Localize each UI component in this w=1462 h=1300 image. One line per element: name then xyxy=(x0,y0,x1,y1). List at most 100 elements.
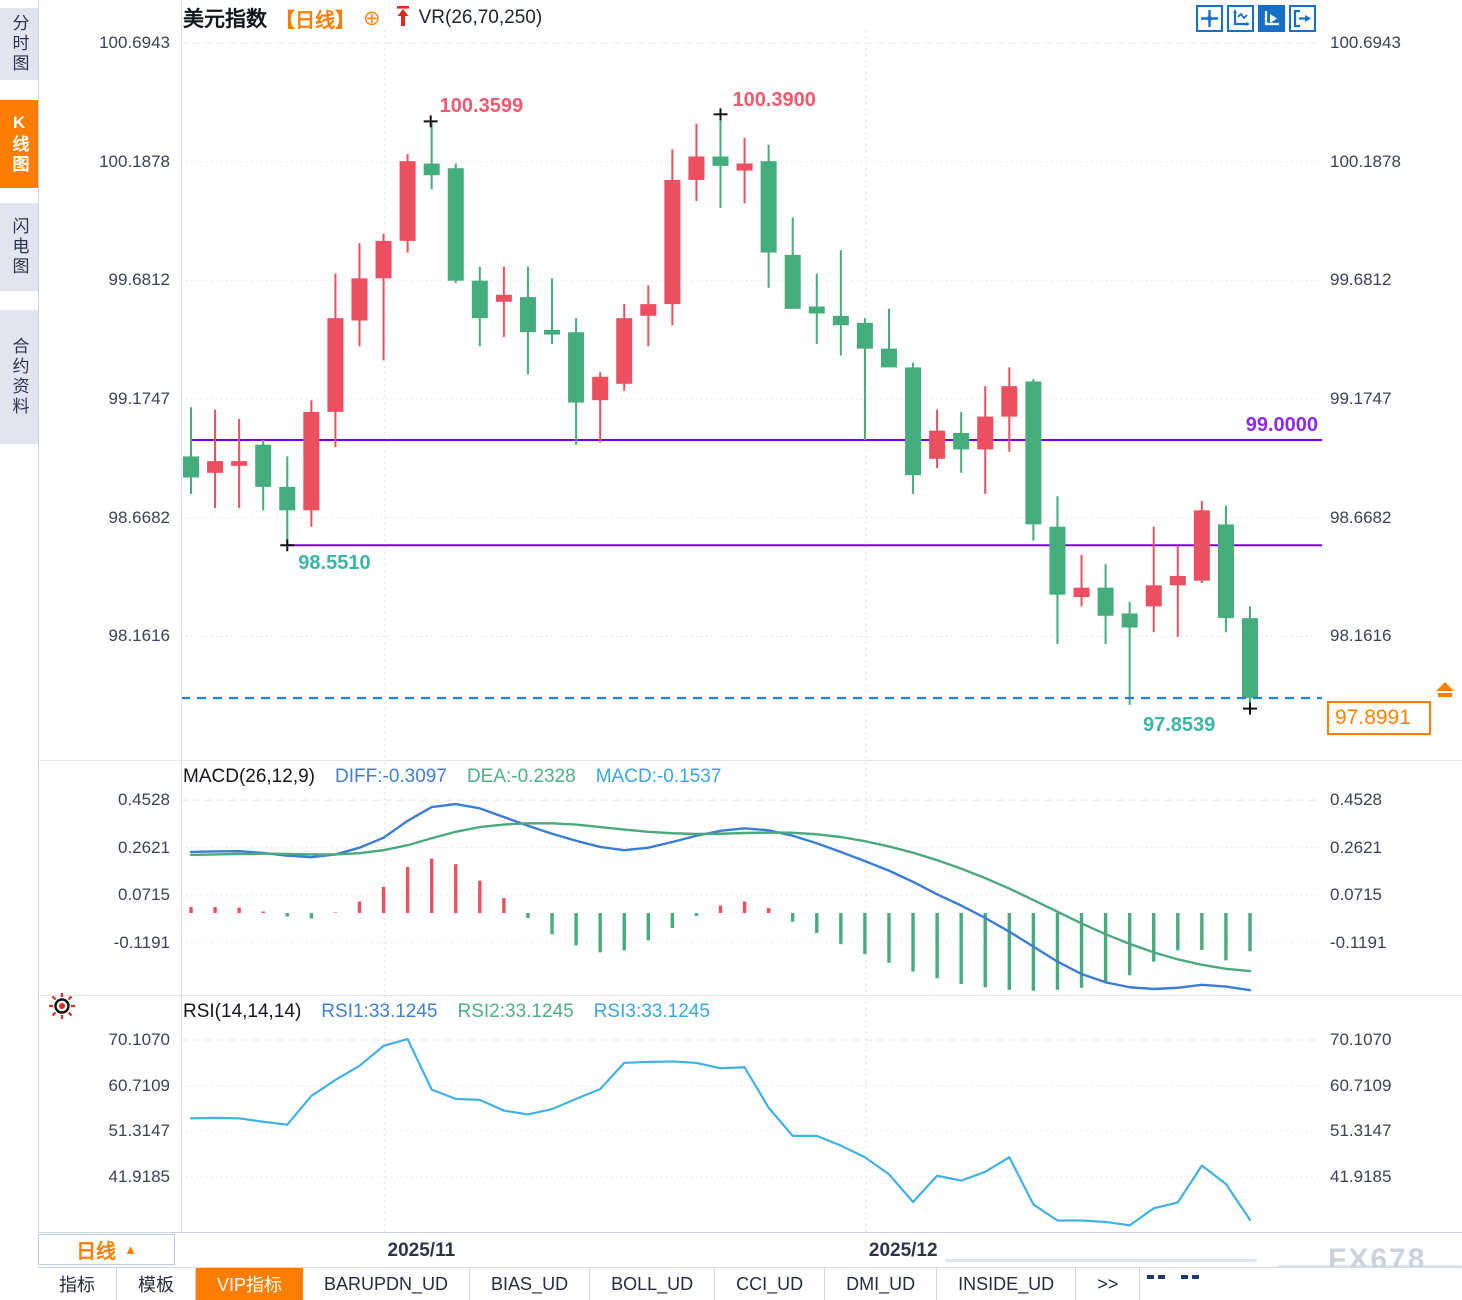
candle-body xyxy=(1121,613,1138,628)
macd-title[interactable]: MACD(26,12,9) xyxy=(183,766,315,787)
candle-body xyxy=(1193,510,1210,581)
candle-body xyxy=(1145,585,1162,607)
x-axis-month-label: 2025/12 xyxy=(868,1240,938,1261)
level-price-label: 99.0000 xyxy=(1245,414,1318,437)
period-selector-arrow-icon: ▲ xyxy=(124,1242,137,1257)
symbol-title: 美元指数 xyxy=(183,8,267,31)
up-arrow-icon[interactable] xyxy=(395,5,411,32)
candle-body xyxy=(1097,587,1114,616)
hidden-tabs-dash xyxy=(1192,1275,1199,1279)
candle-body xyxy=(399,161,416,241)
candle-body xyxy=(640,304,657,316)
macd-dea-line xyxy=(189,822,1252,973)
axis-tick-label: -0.1191 xyxy=(1330,932,1387,952)
panel-separator xyxy=(38,995,1462,996)
candle-body xyxy=(1025,381,1042,525)
candle-body xyxy=(471,280,488,319)
bottom-tab-10[interactable]: >> xyxy=(1076,1268,1141,1300)
axis-tick-label: 100.6943 xyxy=(1330,33,1401,52)
scrollbar-track[interactable] xyxy=(945,1259,1257,1262)
candle-body xyxy=(736,163,753,171)
bottom-tab-5[interactable]: BIAS_UD xyxy=(470,1268,591,1300)
sidebar-tab-4[interactable]: 合约资料 xyxy=(0,310,38,444)
candle-body xyxy=(1073,587,1090,598)
candle-body xyxy=(953,433,970,450)
price-extreme-label: 100.3599 xyxy=(439,95,524,118)
candle-body xyxy=(784,254,801,309)
candle-body xyxy=(1001,386,1018,417)
plot-border xyxy=(181,0,182,1232)
bottom-tab-7[interactable]: CCI_UD xyxy=(715,1268,826,1300)
bottom-tab-1[interactable]: 指标 xyxy=(38,1268,117,1300)
hidden-tabs-dash xyxy=(1158,1275,1165,1279)
candle-body xyxy=(688,156,705,180)
candle-body xyxy=(303,411,320,511)
x-axis-month-label: 2025/11 xyxy=(387,1240,456,1261)
axis-tick-label: 100.6943 xyxy=(99,33,170,52)
bottom-tab-4[interactable]: BARUPDN_UD xyxy=(303,1268,471,1300)
candle-body xyxy=(664,179,681,305)
bottom-tab-9[interactable]: INSIDE_UD xyxy=(937,1268,1077,1300)
candle-body xyxy=(592,376,609,401)
candle-body xyxy=(375,240,392,279)
axis-tick-label: 41.9185 xyxy=(108,1167,170,1187)
indicator-sun-icon xyxy=(47,991,77,1026)
period-selector-label: 日线 xyxy=(76,1241,117,1263)
axis-tick-label: 0.2621 xyxy=(1330,837,1382,857)
axis-tick-label: 0.0715 xyxy=(1330,885,1382,905)
candle-body xyxy=(231,461,248,466)
axis-tick-label: 100.1878 xyxy=(99,151,170,171)
pane-next-icon[interactable] xyxy=(1289,5,1316,32)
sidebar-tab-1[interactable]: 分时图 xyxy=(0,8,38,80)
axis-tick-label: 70.1070 xyxy=(1330,1030,1392,1049)
bottom-tab-6[interactable]: BOLL_UD xyxy=(590,1268,716,1300)
move-crosshair-icon[interactable] xyxy=(1196,5,1223,32)
indicator-tab-bar: 指标 模板 VIP指标 BARUPDN_UD BIAS_UD BOLL_UD CCI_UD D… xyxy=(38,1267,1462,1300)
candle-body xyxy=(760,161,777,253)
candle-body xyxy=(1049,526,1066,595)
macd-dea-value: DEA:-0.2328 xyxy=(466,766,576,787)
candle-body xyxy=(519,297,536,333)
candle-body xyxy=(1241,618,1258,699)
axis-range-icon[interactable] xyxy=(1227,5,1254,32)
axis-tick-label: 60.7109 xyxy=(108,1075,170,1095)
date-axis-row: 日线 ▲ xyxy=(38,1233,1462,1266)
sidebar-tab-2[interactable]: K线图 xyxy=(0,100,38,188)
add-indicator-icon[interactable]: ⊕ xyxy=(363,6,381,30)
candle-body xyxy=(183,456,199,478)
axis-tick-label: 0.0715 xyxy=(118,885,170,905)
bottom-tab-8[interactable]: DMI_UD xyxy=(825,1268,938,1300)
current-price-value: 97.8991 xyxy=(1335,706,1411,729)
candle-body xyxy=(1217,524,1234,619)
candle-body xyxy=(327,318,344,412)
panel-separator xyxy=(38,1232,1462,1233)
indicator-label[interactable]: VR(26,70,250) xyxy=(418,7,543,28)
candle-body xyxy=(856,322,873,349)
axis-tick-label: 70.1070 xyxy=(108,1030,170,1049)
macd-diff-line xyxy=(189,802,1252,992)
candle-body xyxy=(207,461,224,473)
rsi2-value: RSI2:33.1245 xyxy=(457,1001,574,1022)
bottom-tab-2[interactable]: 模板 xyxy=(117,1268,196,1300)
chart-header: 美元指数 【日线】 ⊕ VR(26,70,250) xyxy=(183,5,543,32)
bottom-tab-3[interactable]: VIP指标 xyxy=(196,1268,304,1300)
macd-macd-value: MACD:-0.1537 xyxy=(595,766,722,787)
candle-body xyxy=(544,329,561,335)
rsi-title[interactable]: RSI(14,14,14) xyxy=(183,1001,302,1022)
candle-body xyxy=(279,486,296,511)
axis-tick-label: 60.7109 xyxy=(1330,1075,1392,1095)
period-tag[interactable]: 【日线】 xyxy=(275,9,355,32)
price-up-arrow-icon xyxy=(1435,682,1455,699)
period-selector[interactable]: 日线 ▲ xyxy=(38,1234,175,1265)
axis-tick-label: 0.2621 xyxy=(118,837,170,857)
axis-tick-label: 100.1878 xyxy=(1330,151,1401,171)
price-extreme-label: 97.8539 xyxy=(1142,713,1216,736)
candle-body xyxy=(616,318,633,384)
axis-tick-label: 51.3147 xyxy=(1330,1121,1392,1141)
axis-tick-label: 98.6682 xyxy=(1330,507,1392,527)
axis-tick-label: 0.4528 xyxy=(1330,790,1382,810)
axis-tick-label: 41.9185 xyxy=(1330,1167,1392,1187)
axis-play-icon[interactable] xyxy=(1258,5,1285,32)
sidebar-tab-3[interactable]: 闪电图 xyxy=(0,203,38,291)
